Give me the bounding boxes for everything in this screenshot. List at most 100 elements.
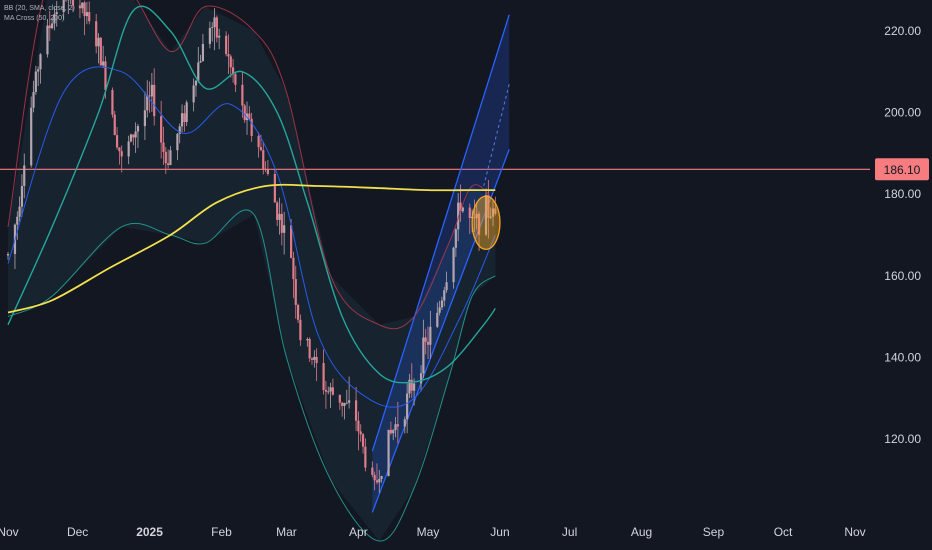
candle-body — [134, 131, 137, 138]
candle-body — [81, 2, 84, 9]
candle-body — [16, 216, 19, 225]
candle-body — [459, 202, 462, 212]
candle-body — [104, 61, 107, 90]
candle-body — [292, 257, 295, 280]
candle-body — [396, 424, 399, 427]
candle-body — [375, 480, 379, 483]
candle-body — [129, 134, 133, 142]
ma200-line — [7, 183, 496, 314]
candle-body — [477, 213, 481, 235]
candles-group — [6, 0, 497, 493]
candle-body — [132, 134, 135, 138]
candle-body — [264, 169, 267, 170]
candle-body — [484, 194, 488, 235]
candle-body — [354, 400, 358, 421]
x-tick-label: Dec — [67, 525, 88, 539]
indicator-legend: BB (20, SMA, close, 2) MA Cross (50, 200… — [4, 4, 75, 24]
y-tick-label: 140.00 — [884, 350, 921, 364]
candle-body — [294, 279, 297, 305]
candle-body — [373, 474, 376, 481]
candle-body — [185, 102, 188, 122]
candle-body — [20, 185, 24, 207]
candle-body — [324, 390, 328, 392]
candle-body — [127, 141, 130, 157]
candle-body — [322, 363, 325, 391]
candle-body — [327, 391, 330, 393]
candle-body — [136, 126, 140, 132]
ma-cross-indicator-label[interactable]: MA Cross (50, 200) — [4, 15, 65, 22]
candle-body — [424, 337, 427, 342]
x-tick-label: Jun — [490, 525, 509, 539]
y-tick-label: 220.00 — [884, 24, 921, 38]
candle-body — [115, 135, 119, 148]
candle-body — [389, 429, 392, 434]
candle-body — [32, 91, 35, 108]
candle-body — [199, 61, 202, 63]
candle-body — [408, 379, 411, 394]
candle-body — [111, 89, 114, 115]
candle-body — [412, 383, 416, 391]
candle-body — [39, 54, 42, 70]
price-label-text: 186.10 — [884, 163, 921, 177]
candle-body — [273, 173, 276, 203]
candle-body — [308, 339, 311, 359]
candle-body — [180, 113, 184, 127]
candle-body — [85, 12, 88, 17]
bb-basis-line — [7, 66, 496, 408]
candle-body — [148, 95, 151, 97]
candle-body — [250, 118, 253, 136]
candle-body — [213, 17, 216, 28]
candle-body — [419, 373, 423, 384]
candle-body — [34, 71, 37, 92]
candle-body — [95, 21, 98, 47]
candle-body — [194, 80, 198, 86]
candle-body — [461, 207, 464, 212]
candle-body — [162, 142, 165, 152]
x-tick-label: Feb — [211, 525, 232, 539]
candle-body — [183, 113, 186, 122]
candle-body — [30, 107, 33, 166]
candle-body — [387, 429, 390, 477]
candle-body — [343, 402, 346, 406]
x-tick-label: Nov — [0, 525, 19, 539]
candle-body — [62, 0, 65, 13]
y-tick-label: 180.00 — [884, 187, 921, 201]
candle-body — [489, 216, 492, 218]
candle-body — [231, 67, 235, 75]
candle-body — [310, 358, 314, 360]
candle-body — [37, 69, 40, 72]
bb-indicator-label[interactable]: BB (20, SMA, close, 2) — [4, 5, 75, 12]
candle-body — [160, 116, 163, 143]
candle-body — [487, 194, 490, 218]
plot-layer — [0, 0, 870, 542]
candle-body — [150, 84, 153, 97]
candle-body — [18, 206, 21, 217]
candle-body — [201, 43, 205, 62]
candle-body — [378, 478, 381, 483]
bb-upper-line — [7, 0, 496, 330]
candle-body — [357, 420, 360, 432]
candle-body — [445, 282, 448, 291]
candle-body — [380, 476, 383, 479]
candle-body — [341, 402, 344, 406]
candle-body — [371, 467, 374, 475]
candle-body — [429, 326, 432, 345]
x-tick-label: Sep — [703, 525, 725, 539]
candle-body — [403, 419, 406, 427]
candle-body — [306, 339, 309, 341]
candle-body — [436, 312, 439, 327]
bb-fill — [8, 0, 496, 541]
price-label-box — [875, 158, 929, 181]
candle-body — [53, 14, 56, 24]
candle-body — [46, 25, 49, 55]
candle-body — [426, 341, 430, 345]
candle-body — [88, 12, 91, 22]
x-tick-label: 2025 — [136, 525, 163, 539]
candle-body — [218, 35, 221, 38]
bb-lower-line — [7, 209, 496, 542]
candle-body — [83, 2, 86, 17]
candle-body — [169, 150, 172, 166]
candle-body — [296, 304, 300, 320]
